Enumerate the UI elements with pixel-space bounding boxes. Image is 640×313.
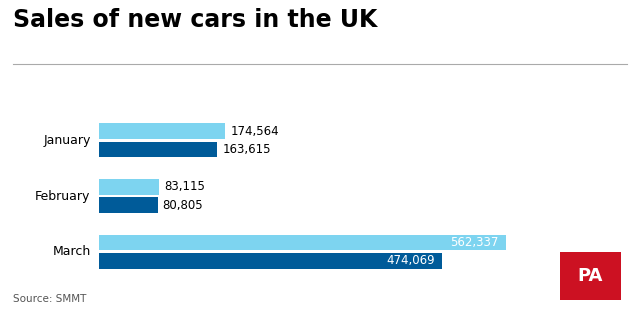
Bar: [99, 123, 225, 139]
Bar: [99, 253, 442, 269]
Text: February: February: [35, 189, 90, 203]
Text: 80,805: 80,805: [163, 199, 204, 212]
Text: Source: SMMT: Source: SMMT: [13, 294, 86, 304]
Bar: [99, 142, 218, 157]
Text: PA: PA: [578, 267, 603, 285]
Text: March: March: [52, 245, 90, 258]
Text: 474,069: 474,069: [386, 254, 435, 267]
Text: January: January: [43, 134, 90, 147]
Bar: [99, 235, 506, 250]
Text: 163,615: 163,615: [223, 143, 271, 156]
Text: 83,115: 83,115: [164, 180, 205, 193]
Bar: [99, 198, 157, 213]
Bar: [99, 179, 159, 195]
Text: Sales of new cars in the UK: Sales of new cars in the UK: [13, 8, 377, 32]
Text: 562,337: 562,337: [450, 236, 499, 249]
Text: 174,564: 174,564: [230, 125, 279, 138]
